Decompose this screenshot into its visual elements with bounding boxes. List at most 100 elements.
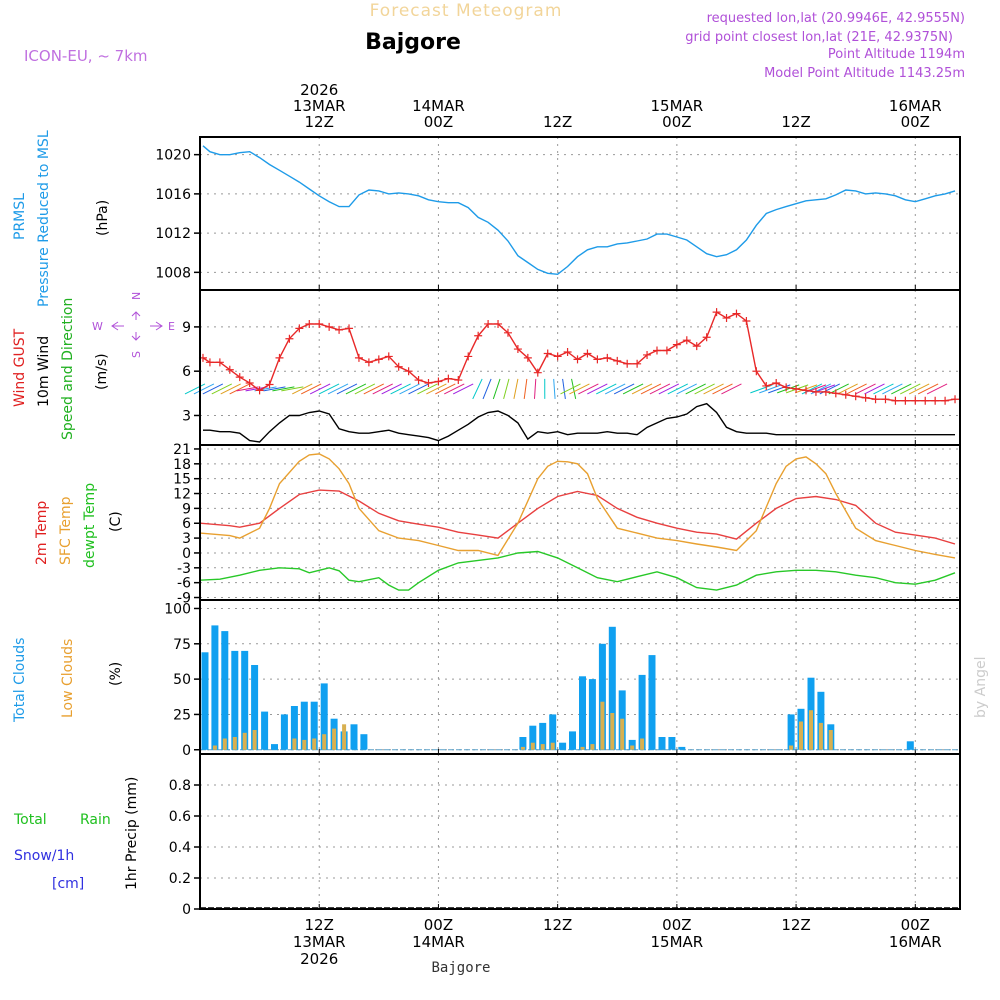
gust-marker	[811, 387, 820, 396]
wind-arrow	[533, 378, 537, 399]
cloud-unit: (%)	[108, 662, 124, 686]
gust-marker	[911, 396, 920, 405]
gust-marker	[494, 319, 503, 328]
wind-arrow	[309, 383, 331, 395]
temp-y-tick-label: -9	[177, 591, 191, 607]
precip-frame	[199, 753, 961, 910]
gust-marker	[603, 353, 612, 362]
pressure-label-msl: Pressure Reduced to MSL	[36, 130, 52, 307]
time-label-top: 00Z	[662, 113, 691, 131]
precip-y-tick-label: 0.2	[169, 871, 191, 887]
series-line-2m-temp	[199, 489, 956, 545]
wind-arrow	[649, 383, 671, 395]
gust-marker	[702, 333, 711, 342]
temp-y-tick-label: -3	[177, 561, 191, 577]
wind-frame	[199, 289, 961, 446]
gust-marker	[921, 396, 930, 405]
gust-marker	[503, 328, 512, 337]
series-line-10m-wind	[203, 402, 955, 443]
time-label-bottom: 12Z	[781, 916, 810, 934]
wind-unit: (m/s)	[94, 353, 110, 390]
time-label-top: 13MAR	[293, 97, 346, 115]
gust-marker	[623, 359, 632, 368]
clouds-panel: 0 25 50 75 100 Total Clouds Low Clouds (%)	[12, 599, 961, 759]
time-label-bottom: 12Z	[305, 916, 334, 934]
gust-marker	[732, 309, 741, 318]
gust-marker	[851, 392, 860, 401]
total-cloud-bar	[211, 625, 219, 750]
temperature-series	[199, 453, 956, 591]
gust-marker	[583, 349, 592, 358]
gust-marker	[831, 389, 840, 398]
gust-marker	[434, 377, 443, 386]
gust-marker	[414, 376, 423, 385]
time-label-bottom: 2026	[300, 950, 338, 968]
clouds-y-tick-label: 100	[164, 601, 191, 617]
location-title: Bajgore	[365, 30, 461, 55]
wind-arrow	[640, 383, 662, 395]
wind-arrow	[193, 383, 215, 395]
gust-marker	[643, 350, 652, 359]
time-label-top: 12Z	[781, 113, 810, 131]
gust-marker	[742, 317, 751, 325]
time-label-bottom: 13MAR	[293, 933, 346, 951]
wind-arrow	[721, 383, 742, 395]
low-cloud-bar	[212, 745, 217, 750]
clouds-series	[200, 625, 960, 751]
wind-arrow	[354, 383, 376, 395]
pressure-y-tick-label: 1016	[155, 187, 191, 203]
gust-marker	[881, 395, 890, 404]
low-cloud-bar	[789, 745, 794, 750]
total-cloud-bar	[678, 746, 686, 750]
wind-arrow	[873, 383, 894, 395]
wind-arrow	[562, 378, 566, 399]
precip-label-rain: Rain	[80, 812, 111, 828]
wind-arrow	[891, 383, 912, 395]
temp-label-dewpt: dewpt Temp	[82, 483, 98, 568]
total-cloud-bar	[668, 737, 676, 750]
wind-arrow	[694, 383, 715, 395]
low-cloud-bar	[550, 742, 555, 750]
time-label-bottom: 00Z	[901, 916, 930, 934]
total-cloud-bar	[231, 650, 239, 750]
gust-marker	[454, 376, 463, 385]
gust-marker	[712, 308, 721, 317]
total-cloud-bar	[549, 714, 557, 750]
gust-marker	[931, 396, 940, 405]
pressure-unit: (hPa)	[95, 200, 111, 236]
temperature-grid	[200, 445, 960, 600]
wind-y-tick-label: 9	[182, 320, 191, 336]
wind-arrow	[523, 378, 528, 399]
wind-arrow	[604, 383, 626, 395]
wind-arrow	[560, 383, 581, 395]
gust-marker	[722, 314, 731, 323]
gust-marker	[682, 336, 691, 345]
wind-arrow	[622, 383, 644, 395]
pressure-frame	[199, 136, 961, 291]
wind-arrow	[578, 383, 599, 395]
low-cloud-bar	[222, 738, 227, 750]
wind-arrow	[926, 383, 948, 395]
wind-arrow	[492, 378, 501, 400]
gust-marker	[593, 355, 602, 364]
time-label-bottom: 00Z	[662, 916, 691, 934]
wind-arrow	[435, 383, 456, 395]
cloud-label-low: Low Clouds	[60, 639, 76, 718]
series-line-prmsl	[202, 145, 956, 276]
wind-arrow	[426, 383, 447, 395]
total-cloud-bar	[628, 739, 636, 750]
compass-west: W	[92, 320, 103, 333]
low-cloud-bar	[600, 701, 605, 750]
gust-marker	[891, 396, 900, 405]
wind-arrow	[363, 383, 385, 395]
total-cloud-bar	[271, 744, 278, 750]
precip-y-tick-label: 0	[182, 902, 191, 918]
gust-marker	[424, 379, 433, 387]
total-cloud-bar	[201, 652, 209, 750]
gust-marker	[374, 355, 383, 364]
wind-grid	[200, 290, 960, 445]
temp-label-sfc: SFC Temp	[58, 496, 74, 565]
time-label-bottom: 00Z	[424, 916, 453, 934]
